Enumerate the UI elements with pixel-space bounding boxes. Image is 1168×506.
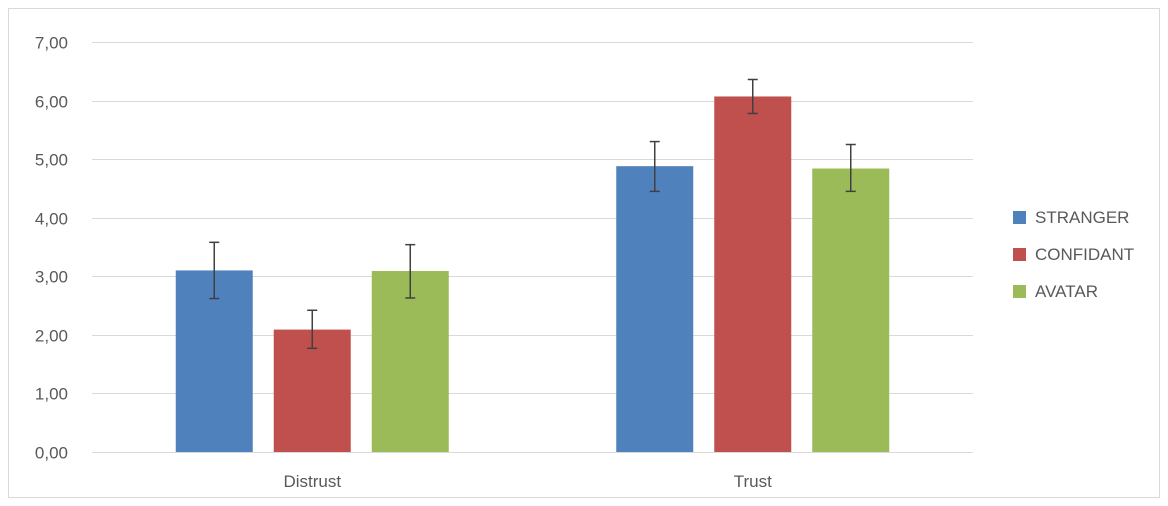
- legend: STRANGER CONFIDANT AVATAR: [1013, 208, 1134, 301]
- error-bar-stranger-distrust: [209, 241, 220, 300]
- legend-item-stranger: STRANGER: [1013, 208, 1129, 227]
- bars: [175, 96, 890, 452]
- error-bar-confidant-distrust: [307, 309, 318, 350]
- x-category-label: Trust: [734, 472, 772, 491]
- y-tick-label: 5,00: [35, 151, 68, 170]
- y-tick-label: 7,00: [35, 34, 68, 53]
- error-bar-stranger-trust: [649, 140, 660, 193]
- legend-label: AVATAR: [1035, 282, 1098, 301]
- bar-avatar-trust: [812, 168, 890, 452]
- bar-stranger-trust: [616, 166, 694, 452]
- y-tick-label: 3,00: [35, 268, 68, 287]
- y-tick-label: 1,00: [35, 385, 68, 404]
- bar-confidant-distrust: [273, 329, 351, 452]
- legend-label: CONFIDANT: [1035, 245, 1134, 264]
- legend-label: STRANGER: [1035, 208, 1129, 227]
- legend-item-confidant: CONFIDANT: [1013, 245, 1134, 264]
- legend-item-avatar: AVATAR: [1013, 282, 1098, 301]
- x-category-label: Distrust: [283, 472, 341, 491]
- error-bar-confidant-trust: [747, 78, 758, 115]
- y-axis-tick-labels: 0,00 1,00 2,00 3,00 4,00 5,00 6,00 7,00: [35, 34, 68, 463]
- y-tick-label: 4,00: [35, 210, 68, 229]
- error-bar-avatar-trust: [845, 143, 856, 193]
- y-tick-label: 0,00: [35, 444, 68, 463]
- legend-swatch: [1013, 285, 1026, 298]
- bar-avatar-distrust: [371, 271, 449, 452]
- x-axis-category-labels: Distrust Trust: [283, 472, 772, 491]
- legend-swatch: [1013, 211, 1026, 224]
- y-tick-label: 2,00: [35, 327, 68, 346]
- error-bars: [209, 78, 856, 350]
- error-bar-avatar-distrust: [405, 243, 416, 299]
- legend-swatch: [1013, 248, 1026, 261]
- bar-stranger-distrust: [175, 270, 253, 452]
- bar-confidant-trust: [714, 96, 792, 452]
- y-tick-label: 6,00: [35, 93, 68, 112]
